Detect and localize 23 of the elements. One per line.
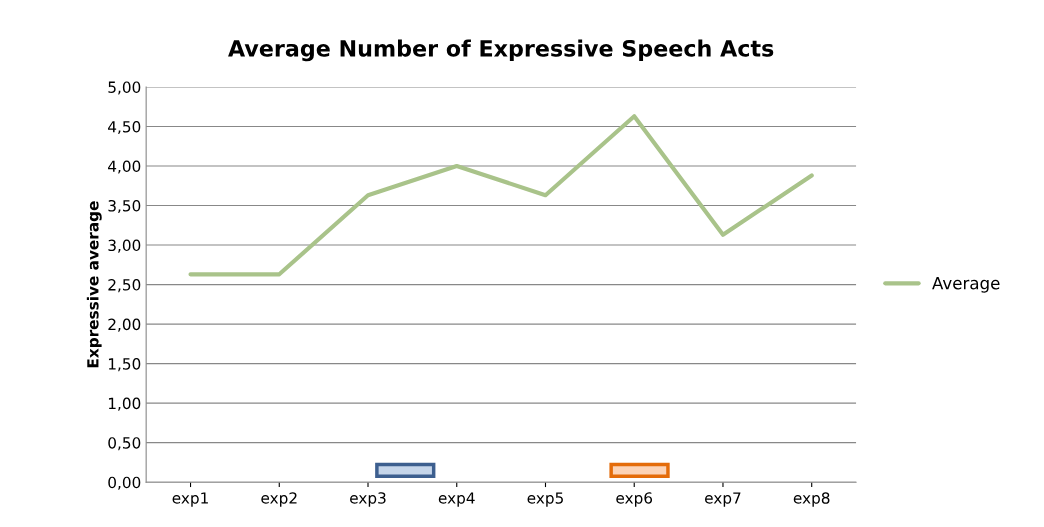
y-tick-label: 1,00 — [108, 397, 141, 411]
x-tick-label: exp7 — [705, 492, 741, 507]
x-tick-label: exp8 — [793, 492, 830, 507]
x-tick-label: exp5 — [527, 492, 563, 507]
x-tick-label: exp3 — [350, 492, 386, 507]
y-tick-label: 1,50 — [108, 358, 141, 372]
legend-label: Average — [932, 277, 1000, 293]
y-tick-label: 2,00 — [108, 318, 141, 332]
line-series — [188, 114, 814, 277]
y-tick-label: 3,00 — [108, 239, 141, 253]
x-tick-label: exp6 — [616, 492, 653, 507]
chart-title: Average Number of Expressive Speech Acts — [228, 39, 774, 62]
y-tick-label: 2,50 — [108, 279, 141, 293]
y-axis-title: Expressive average — [86, 201, 102, 368]
y-tick-label: 3,50 — [108, 200, 141, 214]
y-tick-label: 4,00 — [108, 160, 141, 174]
y-tick-label: 0,50 — [108, 437, 141, 451]
y-tick-label: 4,50 — [108, 120, 141, 135]
x-tick-label: exp2 — [261, 492, 297, 507]
y-tick-label: 0,00 — [108, 476, 141, 490]
y-tick-label: 5,00 — [108, 81, 141, 95]
x-tick-label: exp1 — [172, 492, 208, 507]
x-tick-label: exp4 — [438, 492, 475, 507]
